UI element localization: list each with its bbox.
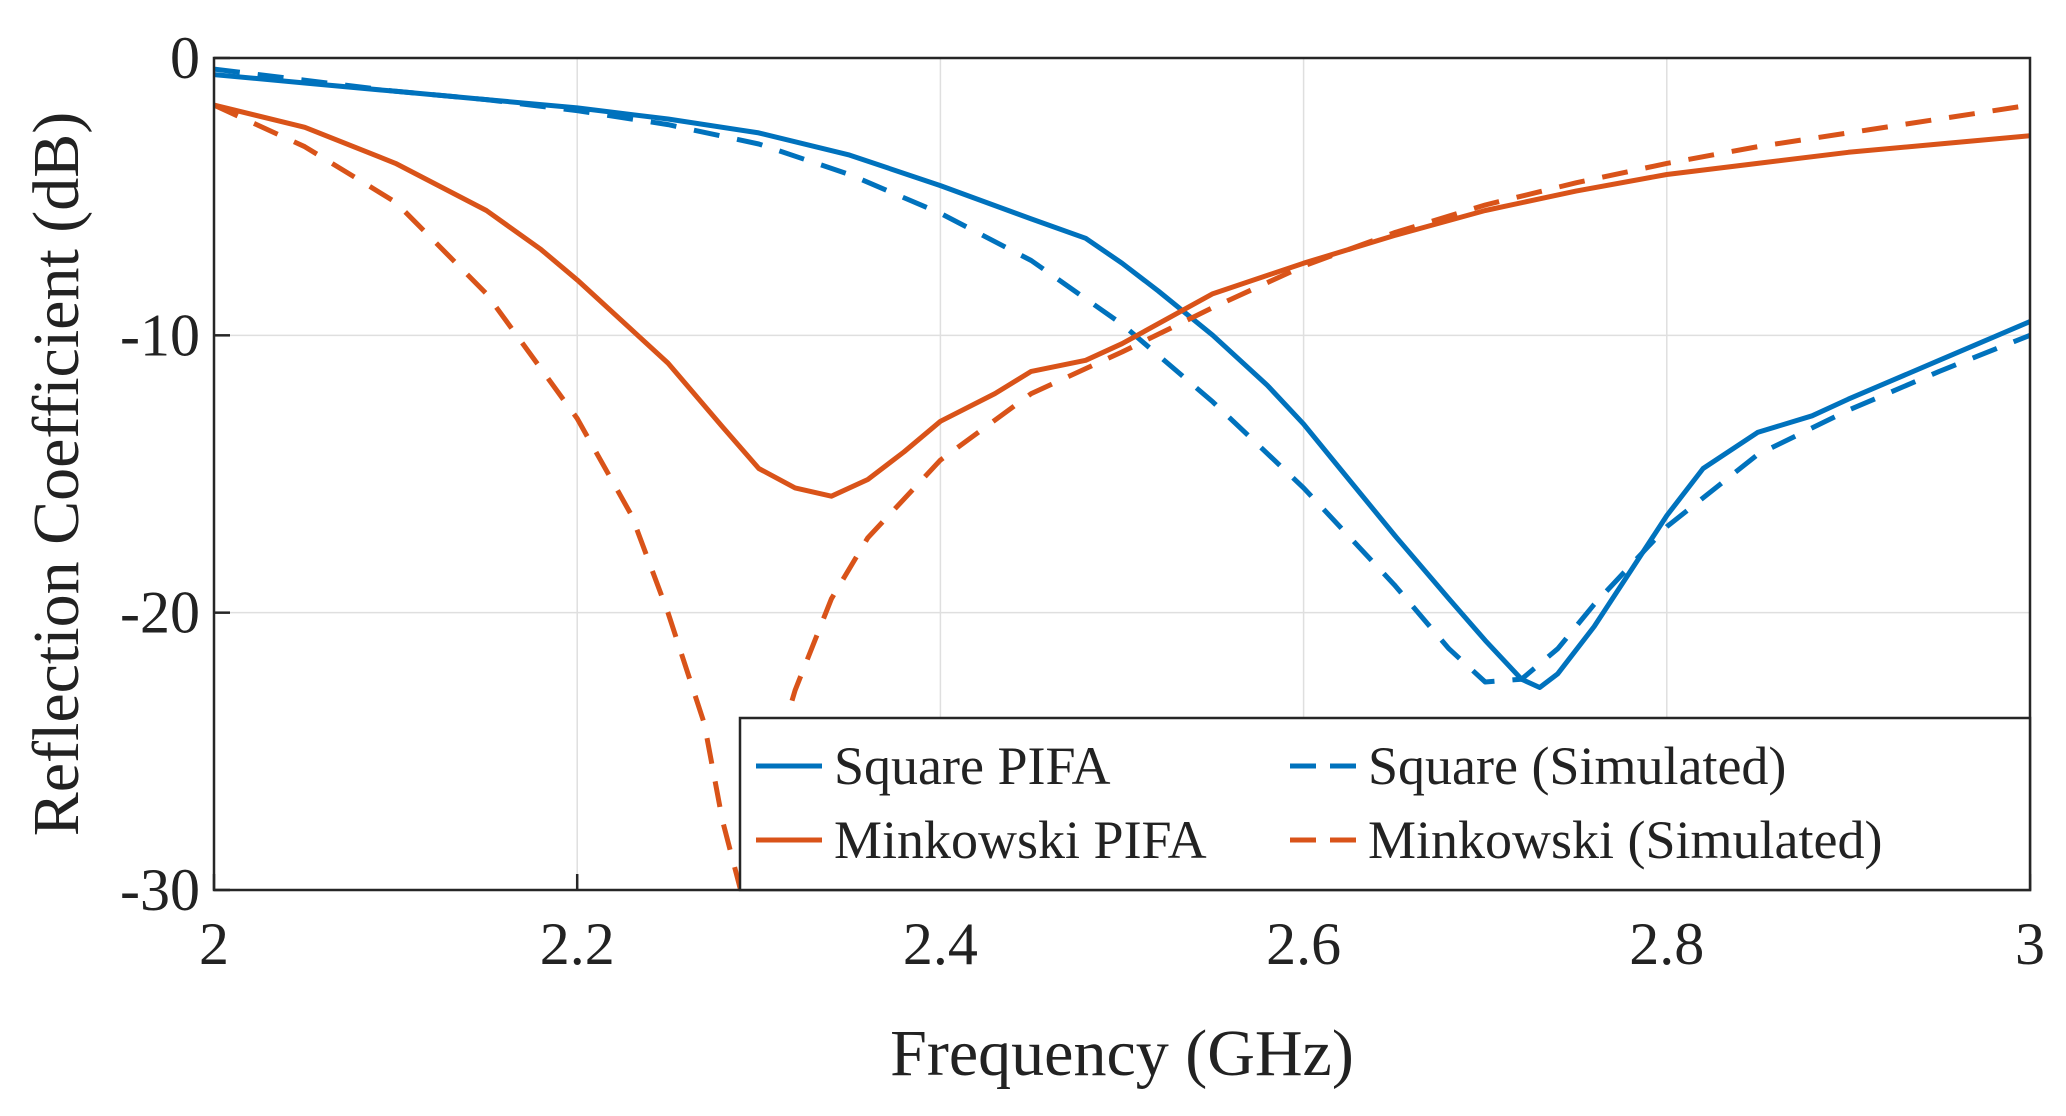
series-line-minkowski-pifa [214,102,2030,499]
x-tick-label: 3 [2015,911,2045,977]
y-tick-label: -30 [120,857,200,923]
x-tick-label: 2.4 [903,911,978,977]
y-tick-label: -20 [120,580,200,646]
x-tick-label: 2 [199,911,229,977]
y-axis-label: Reflection Coefficient (dB) [20,112,93,837]
series-line-minkowski-simulated [214,102,2030,890]
legend: Square PIFA Minkowski PIFA Square (Simulat… [738,716,2032,892]
legend-label: Minkowski PIFA [834,810,1207,870]
x-tick-label: 2.6 [1266,911,1341,977]
legend-box [738,716,2032,892]
x-tick-label: 2.2 [540,911,615,977]
legend-label: Minkowski (Simulated) [1368,810,1882,870]
y-tick-label: 0 [170,25,200,91]
x-tick-label: 2.8 [1629,911,1704,977]
legend-label: Square PIFA [834,736,1111,796]
data-series [214,66,2030,890]
axis-ticks: 2 2.2 2.4 2.6 2.8 3 0 -10 -20 -30 [120,25,2045,977]
series-line-square-pifa [214,72,2030,690]
legend-label: Square (Simulated) [1368,736,1786,796]
x-axis-label: Frequency (GHz) [890,1017,1354,1090]
y-tick-label: -10 [120,302,200,368]
series-line-square-simulated [214,66,2030,685]
